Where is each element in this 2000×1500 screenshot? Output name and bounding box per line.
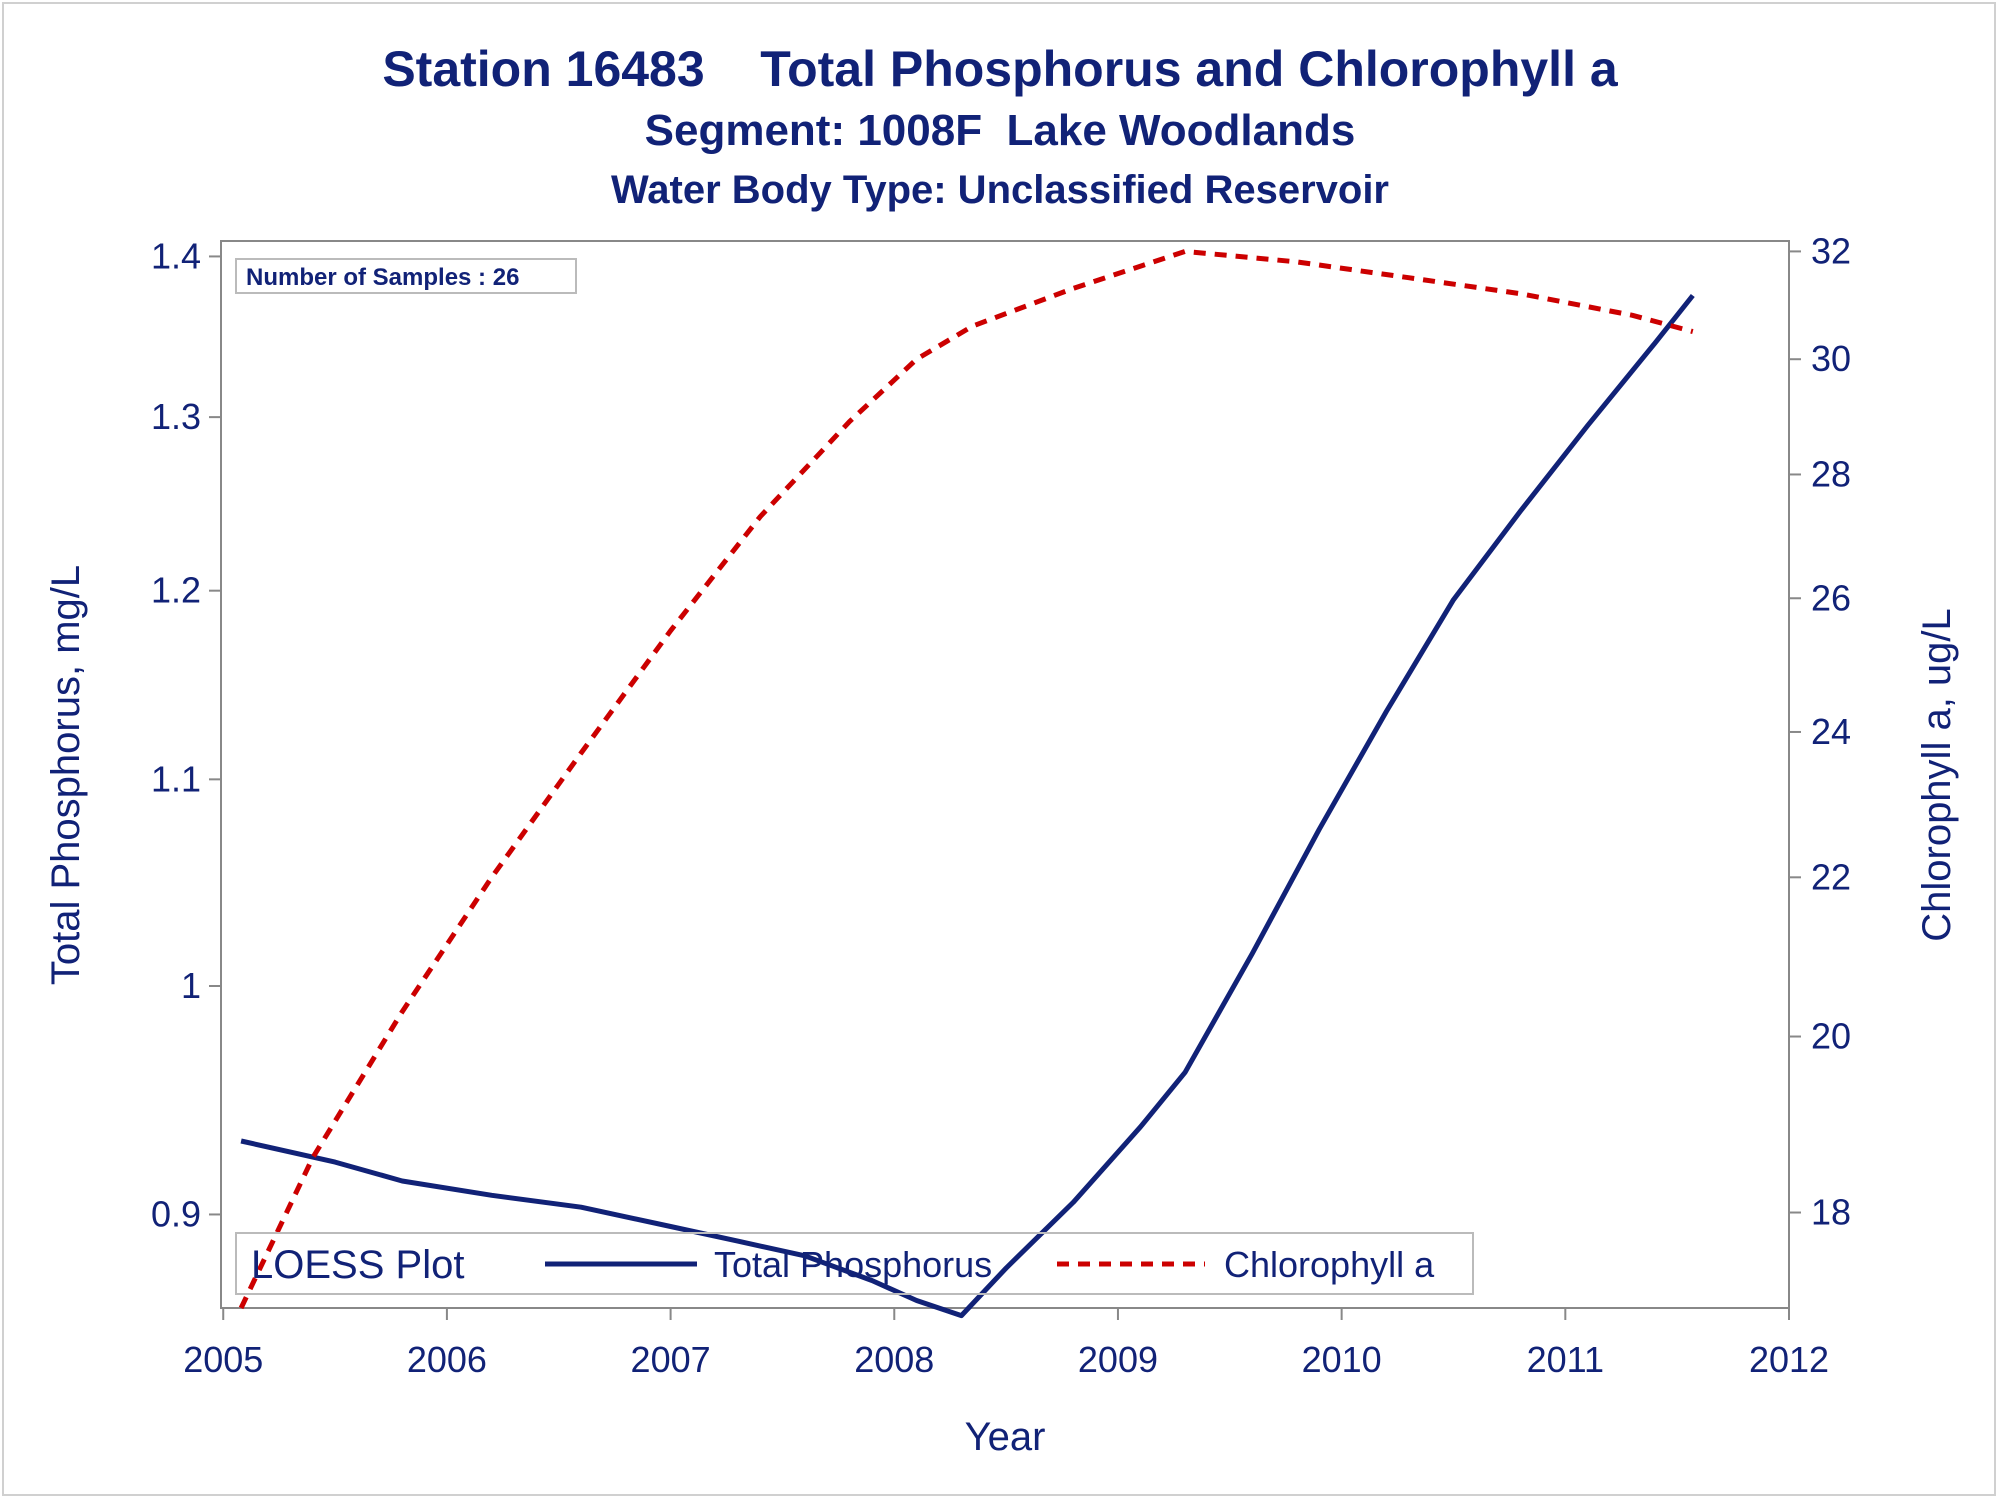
x-tick-label: 2012: [1749, 1339, 1829, 1380]
y-tick-label: 0.9: [151, 1193, 201, 1234]
series-line-total-phosphorus: [240, 293, 1695, 1319]
chart-title: Station 16483 Total Phosphorus and Chlor…: [382, 41, 1618, 97]
chart-subtitle-segment: Segment: 1008F Lake Woodlands: [644, 106, 1356, 155]
series-line-chlorophyll-a: [238, 248, 1694, 1310]
y2-tick-label: 20: [1811, 1016, 1851, 1057]
legend: LOESS Plot Total Phosphorus Chlorophyll …: [235, 1232, 1474, 1295]
series-layer: [238, 248, 1695, 1319]
plot-area: [220, 240, 1790, 1309]
sample-count-text: Number of Samples : 26: [246, 264, 519, 291]
x-tick-label: 2007: [631, 1339, 711, 1380]
x-tick-label: 2008: [854, 1339, 934, 1380]
legend-title: LOESS Plot: [251, 1243, 464, 1287]
y2-tick-label: 28: [1811, 453, 1851, 494]
y-tick-label: 1.3: [151, 396, 201, 437]
y2-tick-label: 30: [1811, 338, 1851, 379]
y-axis-label: Total Phosphorus, mg/L: [44, 565, 88, 985]
sample-count-box: Number of Samples : 26: [235, 258, 577, 294]
x-tick-label: 2010: [1302, 1339, 1382, 1380]
chart-subtitle-waterbody: Water Body Type: Unclassified Reservoir: [610, 168, 1389, 212]
y-tick-label: 1.4: [151, 235, 201, 276]
legend-label-chlorophyll-a: Chlorophyll a: [1224, 1244, 1435, 1285]
x-axis-label: Year: [965, 1415, 1046, 1459]
y2-tick-label: 32: [1811, 230, 1851, 271]
y2-tick-label: 26: [1811, 577, 1851, 618]
x-tick-label: 2011: [1527, 1339, 1604, 1380]
y2-tick-label: 18: [1811, 1192, 1851, 1233]
legend-border: [235, 1232, 1474, 1295]
y-axis-left: 0.9 1 1.1 1.2 1.3 1.4: [151, 235, 221, 1234]
y-tick-label: 1: [181, 965, 201, 1006]
x-tick-label: 2006: [407, 1339, 487, 1380]
y2-tick-label: 22: [1811, 856, 1851, 897]
x-axis: 2005 2006 2007 2008 2009 2010 2011 2012: [183, 1308, 1829, 1380]
y2-tick-label: 24: [1811, 711, 1851, 752]
y-tick-label: 1.1: [151, 758, 201, 799]
x-tick-label: 2005: [183, 1339, 263, 1380]
sample-count-border: [235, 258, 577, 294]
y-tick-label: 1.2: [151, 570, 201, 611]
y-axis-right: 18 20 22 24 26 28 30 32: [1789, 230, 1851, 1233]
x-tick-label: 2009: [1078, 1339, 1158, 1380]
y2-axis-label: Chlorophyll a, ug/L: [1915, 608, 1959, 942]
legend-label-total-phosphorus: Total Phosphorus: [714, 1244, 992, 1285]
